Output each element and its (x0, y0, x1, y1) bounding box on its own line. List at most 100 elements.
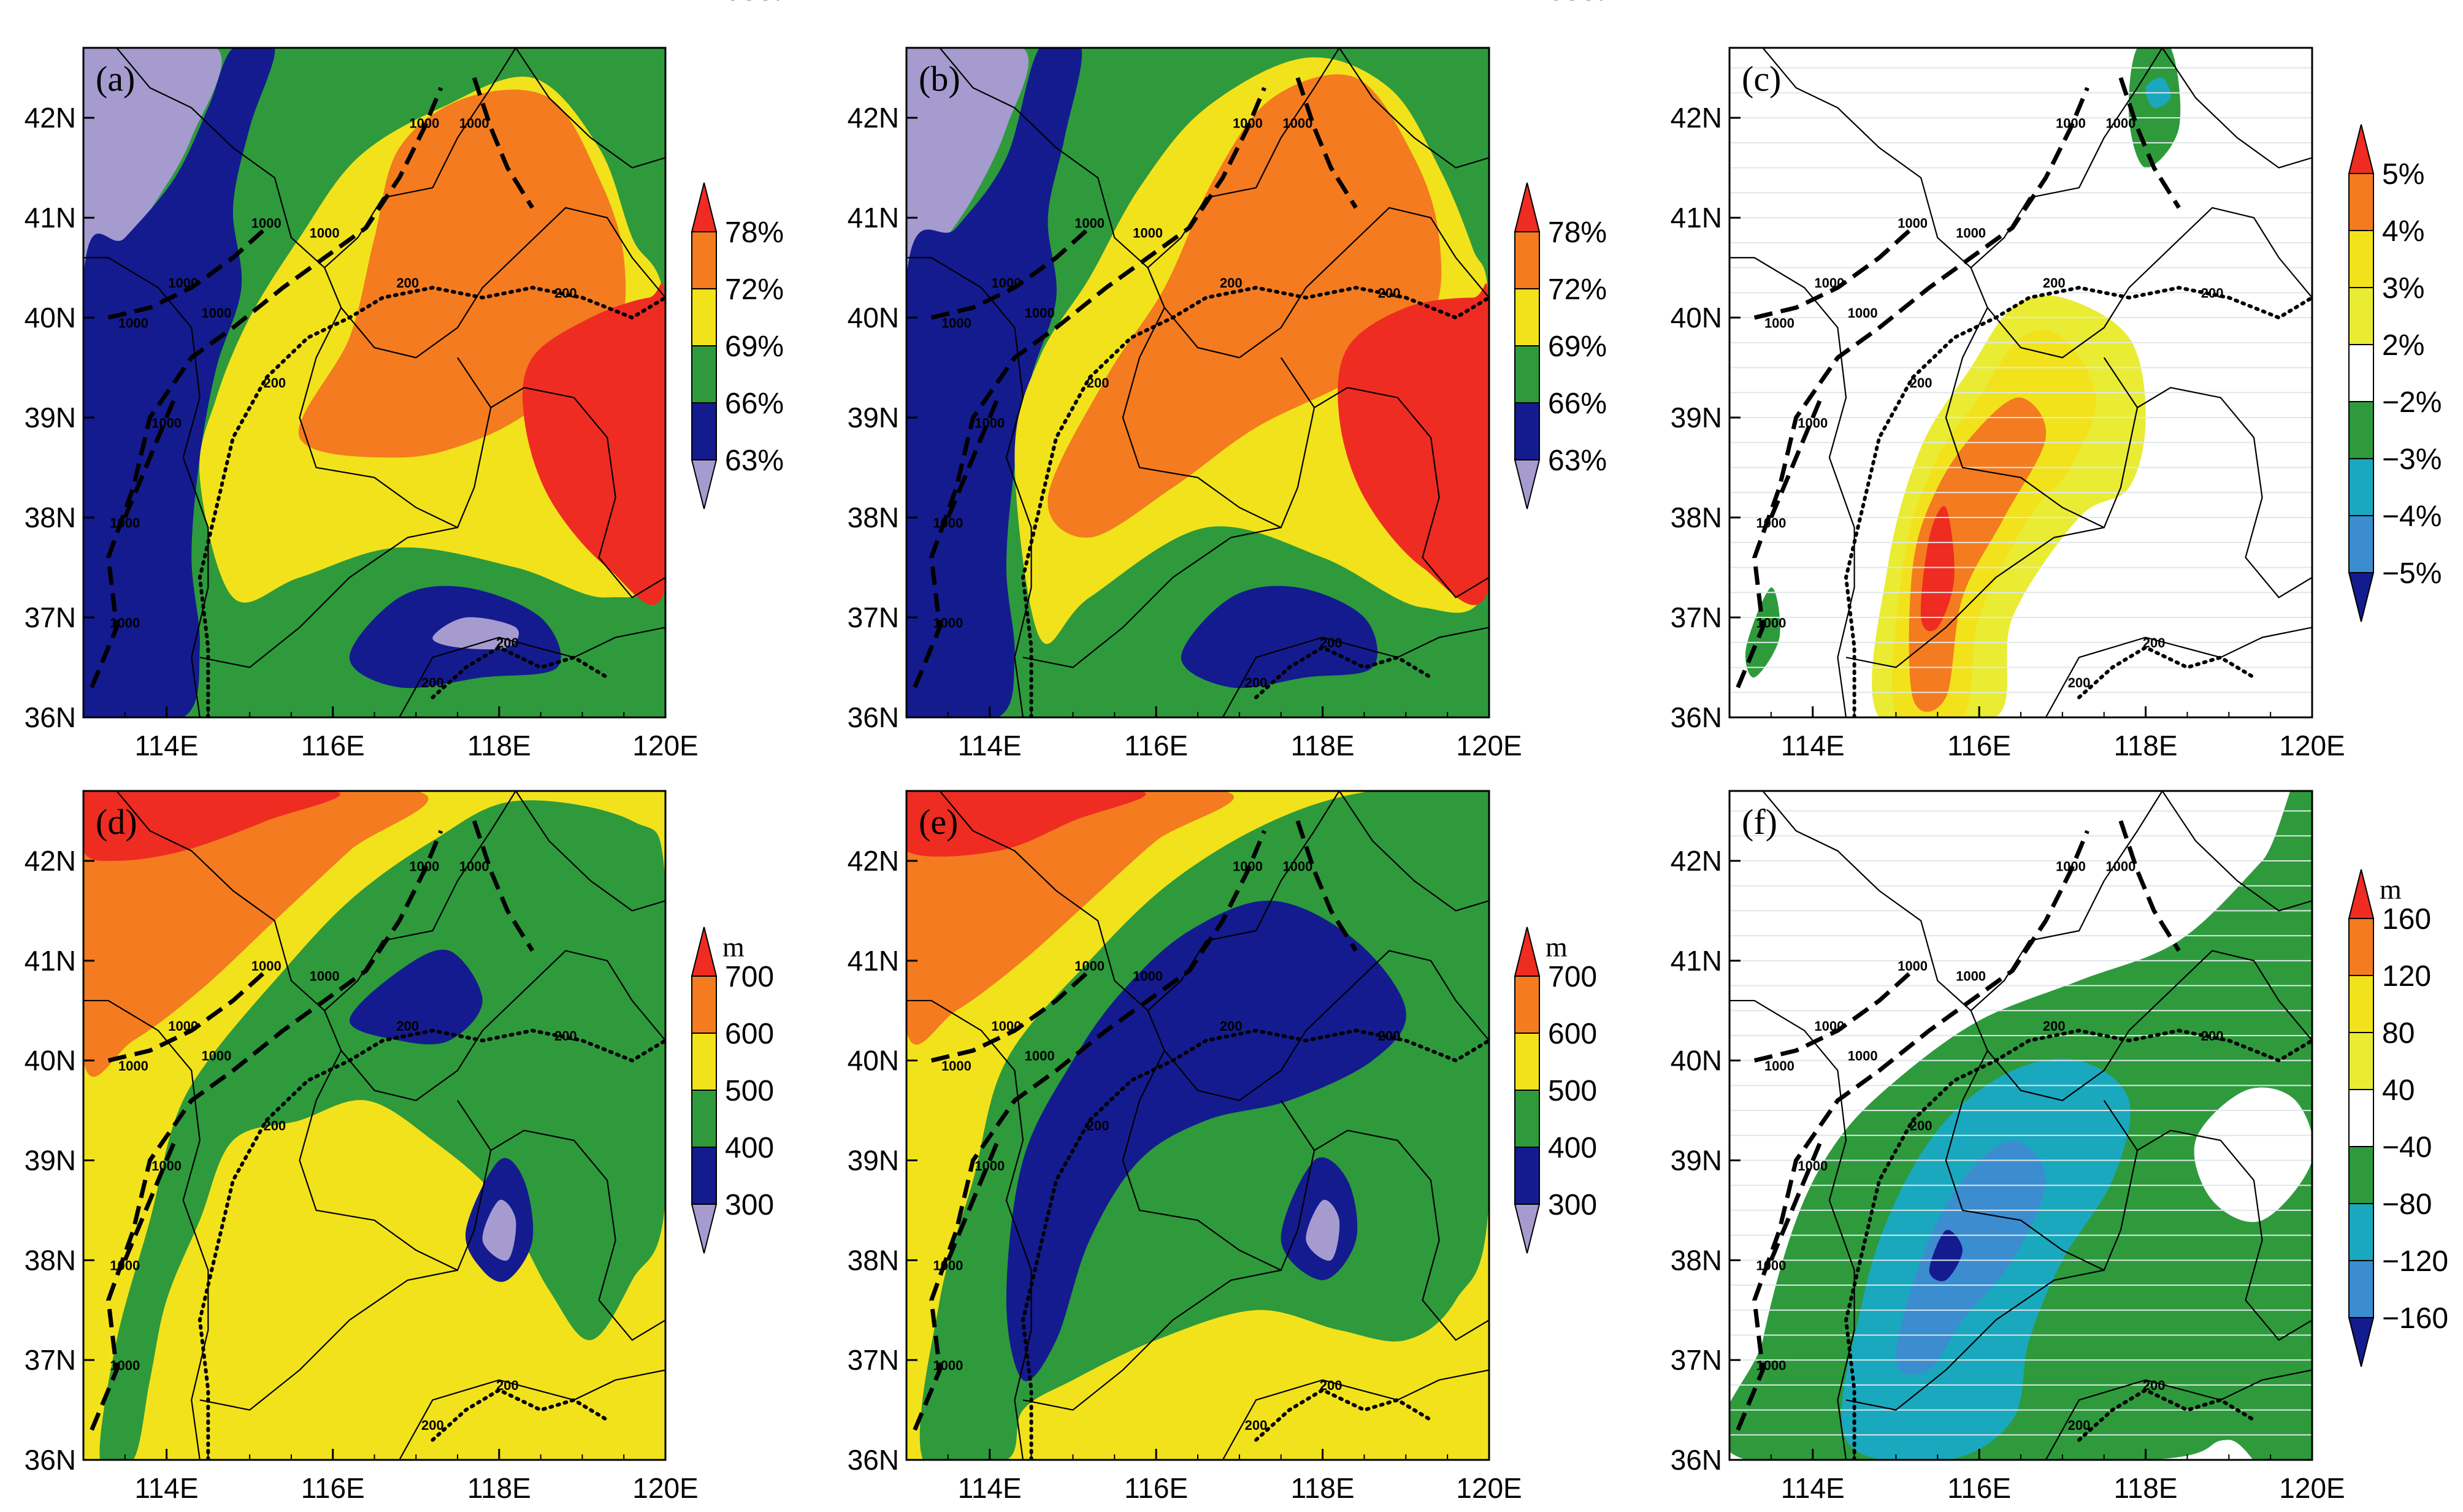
colorbar-label: 69% (1548, 330, 1607, 363)
contour-label: 1000 (2105, 858, 2135, 874)
lat-tick-label: 39N (25, 402, 76, 433)
lat-tick-label: 36N (25, 701, 76, 733)
colorbar-swatch (2348, 1203, 2374, 1261)
contour-label: 1000 (1814, 275, 1844, 291)
colorbar-swatch (691, 1147, 717, 1205)
contour-label: 200 (2043, 1018, 2066, 1034)
terrain-contour-200 (1254, 1388, 1433, 1442)
terrain-contour-1000 (930, 969, 1091, 1063)
lon-tick-label: 114E (958, 730, 1022, 762)
colorbar-b: 78% 72% 69% 66% 63% 57% (1514, 0, 1607, 510)
lat-tick-label: 41N (1671, 945, 1722, 977)
contour-label: 200 (1220, 275, 1243, 291)
shaded-region-lavender (83, 48, 222, 300)
colorbar-swatch (2348, 572, 2375, 622)
lon-tick-label: 114E (135, 730, 199, 762)
contour-label: 200 (396, 1018, 419, 1034)
shaded-region-white (2194, 1087, 2312, 1223)
shaded-region-navy (906, 48, 1082, 717)
province-boundary (1945, 307, 2139, 529)
contour-label: 1000 (1764, 315, 1795, 330)
lon-tick-label: 116E (1947, 730, 2011, 762)
lat-tick-label: 37N (25, 1344, 76, 1376)
panels-layer: 1000 100010001000100010001000100010001000… (25, 0, 2449, 1504)
lat-tick-label: 36N (848, 701, 899, 733)
shaded-region-red (1920, 506, 1955, 632)
colorbar-swatch (2348, 287, 2374, 345)
province-boundary (1147, 207, 1489, 359)
contour-label: 200 (1220, 1018, 1243, 1034)
lon-tick-label: 118E (1291, 1472, 1355, 1504)
province-boundary (1222, 1369, 1489, 1460)
contour-label: 1000 (168, 1018, 198, 1034)
province-boundary (1970, 207, 2312, 359)
province-boundary (906, 257, 1032, 717)
contour-label: 1000 (1848, 1048, 1878, 1064)
map-area: 1000 100010001000100010001000100010001000… (1729, 791, 2312, 1460)
map-area: 1000 100010001000100010001000100010001000… (83, 48, 665, 717)
colorbar-label: −160 (2382, 1302, 2448, 1335)
terrain-contour-200 (1844, 286, 2312, 717)
colorbar-label: 80 (2382, 1017, 2415, 1050)
colorbar-label: 69% (725, 330, 784, 363)
terrain-contour-200 (2077, 645, 2256, 700)
contour-label: 1000 (1233, 858, 1263, 874)
colorbar-d: 700 600 500 400 300 200 m (691, 0, 774, 1254)
lon-tick-label: 116E (1124, 730, 1188, 762)
contour-label: 1000 (118, 315, 148, 330)
colorbar-label: 4% (2382, 215, 2424, 248)
lon-tick-label: 116E (1124, 1472, 1188, 1504)
colorbar-swatch (691, 976, 717, 1034)
province-boundary (490, 1129, 665, 1342)
province-boundary (324, 950, 665, 1101)
contour-label: 200 (2043, 275, 2066, 291)
lat-tick-label: 38N (848, 1244, 899, 1276)
province-boundary (1022, 527, 1281, 668)
terrain-contour-200 (1021, 286, 1489, 717)
contour-label: 1000 (1956, 226, 1986, 241)
terrain-contour-1000 (1736, 830, 2090, 1431)
contour-label: 1000 (1898, 958, 1928, 974)
colorbar-swatch (1514, 288, 1540, 346)
colorbar-label: 72% (1548, 273, 1607, 306)
map-area: 1000 100010001000100010001000100010001000… (906, 791, 1489, 1460)
lat-tick-label: 41N (848, 202, 899, 234)
colorbar-swatch (691, 345, 717, 403)
contour-label: 1000 (1798, 415, 1828, 430)
contour-label: 1000 (941, 1058, 971, 1074)
contour-label: 200 (554, 1028, 577, 1044)
terrain-contour-1000 (913, 830, 1266, 1431)
colorbar-swatch (691, 288, 717, 346)
colorbar-label: 72% (725, 273, 784, 306)
province-boundary (1338, 791, 1489, 912)
province-boundary (299, 1050, 492, 1272)
lon-tick-label: 116E (301, 730, 365, 762)
panel-label: (e) (919, 802, 958, 842)
colorbar-swatch (1514, 182, 1541, 232)
lon-tick-label: 120E (2279, 730, 2345, 762)
lat-tick-label: 41N (1671, 202, 1722, 234)
shaded-region-lavender (482, 1199, 516, 1261)
contour-label: 1000 (1848, 305, 1878, 321)
lat-tick-label: 39N (1671, 402, 1722, 433)
province-boundary (2161, 48, 2312, 169)
contour-label: 1000 (1133, 226, 1163, 241)
colorbar-label: −5% (2382, 557, 2442, 590)
shaded-region-red (83, 791, 340, 861)
contour-label: 200 (1320, 635, 1343, 651)
province-boundary (515, 791, 665, 912)
colorbar-label: 600 (1548, 1018, 1597, 1050)
shaded-region-orange (83, 791, 429, 1077)
colorbar-label: 40 (2382, 1074, 2415, 1107)
colorbar-label: 200 (725, 0, 774, 7)
province-boundary (2137, 386, 2312, 598)
colorbar-swatch (2348, 918, 2374, 976)
contour-label: 1000 (1814, 1018, 1844, 1034)
lat-tick-label: 42N (1671, 102, 1722, 134)
contour-label: 1000 (1025, 305, 1055, 321)
lat-tick-label: 38N (25, 1244, 76, 1276)
terrain-contour-1000 (123, 397, 177, 519)
contour-label: 200 (1320, 1378, 1343, 1393)
map-area: 1000 100010001000100010001000100010001000… (1729, 48, 2312, 717)
